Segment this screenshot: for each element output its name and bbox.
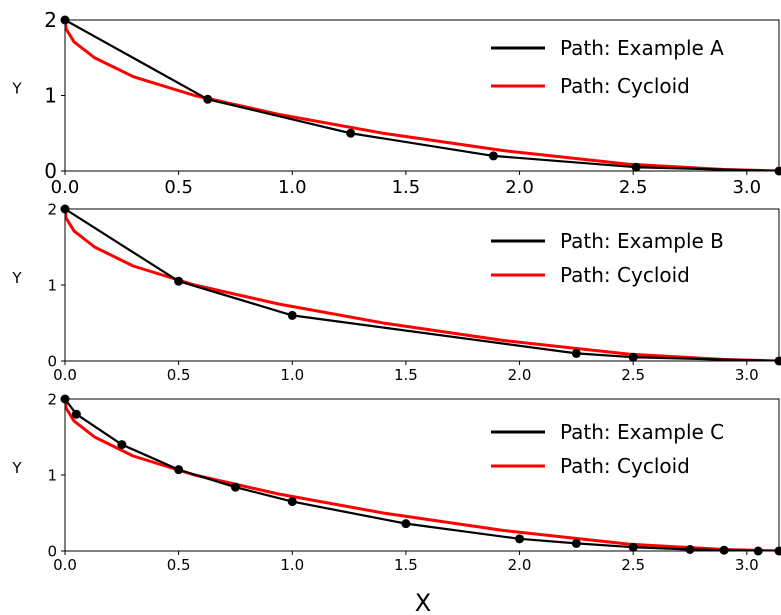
x-tick-label: 1.5 [392, 177, 421, 198]
legend-label: Path: Cycloid [560, 263, 690, 287]
data-point [631, 162, 641, 172]
y-axis-label: Y [11, 269, 22, 287]
data-point [71, 409, 81, 419]
series-cycloid [65, 209, 779, 361]
x-tick-label: 0.0 [53, 556, 77, 574]
subplot-3: 0.0 0.5 1.0 1.5 2.0 2.5 3.0 0 1 2 Y Path: Example C… [11, 390, 781, 574]
y-tick-label: 0 [44, 159, 57, 183]
axes-frame [64, 208, 780, 362]
data-point [628, 542, 638, 552]
data-point [515, 534, 525, 544]
data-point [401, 519, 411, 529]
legend-label: Path: Cycloid [560, 454, 690, 478]
y-tick-label: 1 [47, 466, 57, 484]
x-tick-label: 2.5 [621, 366, 645, 384]
data-point [571, 538, 581, 548]
series-line [65, 209, 779, 361]
axes-frame [64, 398, 780, 552]
series-line [65, 399, 779, 551]
y-tick-label: 2 [44, 8, 57, 32]
x-tick-label: 1.0 [280, 556, 304, 574]
x-tick-label: 3.0 [735, 366, 759, 384]
x-tick-label: 0.0 [51, 177, 80, 198]
series-line [65, 209, 779, 361]
series-line [65, 20, 779, 171]
series-line [65, 20, 779, 171]
data-point [685, 544, 695, 554]
x-tick-label: 0.5 [167, 556, 191, 574]
x-tick-label: 3.0 [732, 177, 761, 198]
x-tick-label: 2.0 [508, 556, 532, 574]
x-tick-label: 1.0 [278, 177, 307, 198]
data-point [117, 440, 127, 450]
y-axis-label: Y [11, 459, 22, 477]
y-tick-label: 1 [44, 84, 57, 108]
legend-label: Path: Example C [560, 420, 724, 444]
legend: Path: Example C Path: Cycloid [491, 420, 724, 478]
x-tick-label: 1.0 [280, 366, 304, 384]
axes-frame [64, 19, 780, 172]
x-tick-label: 2.0 [505, 177, 534, 198]
data-point [174, 465, 184, 475]
data-point [287, 310, 297, 320]
y-tick-label: 0 [47, 542, 57, 560]
x-tick-label: 0.5 [167, 366, 191, 384]
data-point [174, 276, 184, 286]
legend-label: Path: Example B [560, 229, 724, 253]
x-tick-label: 2.5 [621, 556, 645, 574]
figure-xlabel: X [415, 589, 431, 615]
subplot-2: 0.0 0.5 1.0 1.5 2.0 2.5 3.0 0 1 2 Y Path: Example B… [11, 200, 781, 384]
legend-label: Path: Example A [560, 36, 724, 60]
legend-label: Path: Cycloid [560, 74, 690, 98]
data-point [203, 94, 213, 104]
data-point [287, 497, 297, 507]
data-point [571, 348, 581, 358]
series-example [65, 20, 779, 171]
series-cycloid [65, 20, 779, 171]
y-tick-label: 2 [47, 390, 57, 408]
data-point [488, 151, 498, 161]
legend: Path: Example A Path: Cycloid [491, 36, 724, 98]
data-point [346, 128, 356, 138]
x-tick-label: 2.0 [508, 366, 532, 384]
data-point [628, 352, 638, 362]
data-point [719, 545, 729, 555]
data-point [230, 482, 240, 492]
y-tick-label: 0 [47, 352, 57, 370]
x-tick-label: 2.5 [619, 177, 648, 198]
y-tick-label: 2 [47, 200, 57, 218]
x-tick-label: 0.0 [53, 366, 77, 384]
y-axis-label: Y [11, 80, 22, 98]
legend: Path: Example B Path: Cycloid [491, 229, 724, 287]
subplot-1: 0.0 0.5 1.0 1.5 2.0 2.5 3.0 0 1 2 Y Path: Example A… [11, 8, 781, 198]
x-tick-label: 3.0 [735, 556, 759, 574]
x-tick-label: 1.5 [394, 366, 418, 384]
x-tick-label: 0.5 [164, 177, 193, 198]
x-tick-label: 1.5 [394, 556, 418, 574]
series-example [65, 399, 779, 551]
series-example [65, 209, 779, 361]
y-tick-label: 1 [47, 276, 57, 294]
